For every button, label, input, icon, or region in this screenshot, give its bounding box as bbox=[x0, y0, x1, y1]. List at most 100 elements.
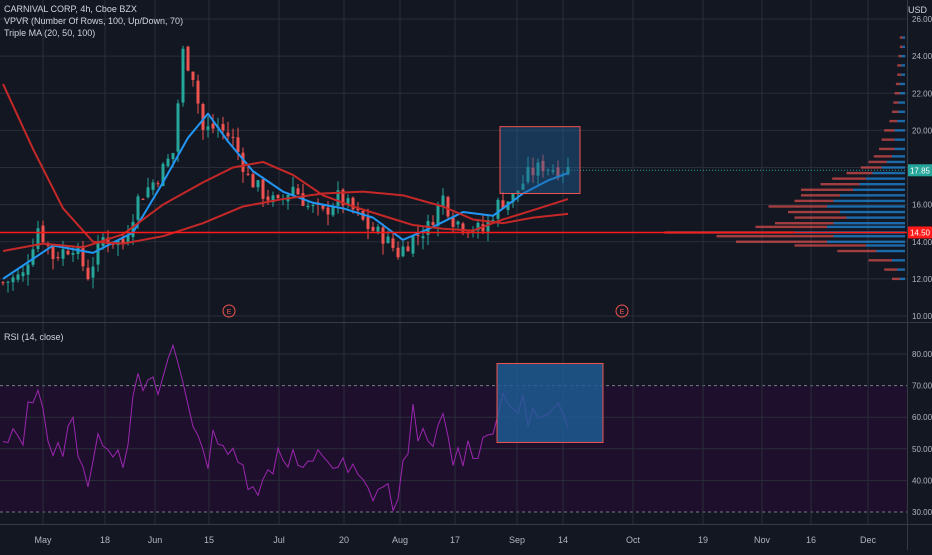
vpvr-bar-down bbox=[794, 199, 834, 203]
current-price-label: 17.85 bbox=[910, 166, 931, 175]
price-axis-tick-label: 24.00 bbox=[912, 52, 932, 61]
candle-down bbox=[141, 198, 145, 200]
candle-down bbox=[296, 188, 300, 195]
current-price-tag bbox=[908, 164, 932, 177]
candle-down bbox=[86, 267, 90, 280]
candle-down bbox=[246, 173, 250, 175]
candle-down bbox=[541, 160, 545, 172]
candle-up bbox=[476, 222, 480, 231]
vpvr-bar-down bbox=[716, 234, 834, 238]
vpvr-bar-down bbox=[892, 277, 900, 281]
candle-up bbox=[11, 277, 15, 283]
candle-up bbox=[411, 236, 415, 254]
candle-up bbox=[71, 253, 75, 255]
vpvr-bar-up bbox=[866, 244, 905, 247]
candle-up bbox=[6, 281, 10, 283]
candle-down bbox=[406, 246, 410, 252]
earnings-marker[interactable] bbox=[222, 304, 236, 318]
candle-up bbox=[36, 228, 40, 250]
candle-down bbox=[221, 123, 225, 131]
candle-up bbox=[21, 272, 25, 277]
vpvr-bar-up bbox=[853, 188, 905, 191]
vpvr-bar-down bbox=[873, 155, 892, 158]
vpvr-bar-down bbox=[820, 183, 860, 186]
rsi-line[interactable] bbox=[2, 343, 569, 513]
earnings-marker-label: E bbox=[620, 309, 625, 316]
vpvr-bar-up bbox=[827, 240, 905, 243]
vpvr-bar-down bbox=[868, 259, 892, 262]
candle-down bbox=[371, 226, 375, 231]
vpvr-bar-down bbox=[899, 36, 903, 39]
price-axis-tick-label: 26.00 bbox=[912, 15, 932, 24]
price-axis-tick-label: 16.00 bbox=[912, 201, 932, 210]
vpvr-bar-down bbox=[892, 110, 899, 114]
candle-up bbox=[96, 243, 100, 265]
candle-up bbox=[511, 193, 515, 203]
vpvr-bar-up bbox=[901, 64, 905, 67]
candle-down bbox=[556, 167, 560, 178]
price-annotation-box[interactable] bbox=[499, 126, 581, 194]
rsi-indicator-label[interactable]: RSI (14, close) bbox=[4, 332, 64, 342]
vpvr-bar-down bbox=[881, 138, 895, 141]
vpvr-bar-up bbox=[899, 277, 905, 281]
vpvr-bar-down bbox=[860, 166, 882, 169]
rsi-axis-tick-label: 50.00 bbox=[912, 445, 932, 454]
vpvr-bar-up bbox=[899, 82, 905, 86]
candle-up bbox=[426, 221, 430, 235]
time-axis-tick-label: Dec bbox=[860, 535, 877, 545]
rsi-axis-tick-label: 40.00 bbox=[912, 476, 932, 485]
candle-down bbox=[391, 238, 395, 248]
vpvr-bar-down bbox=[801, 188, 853, 191]
triple-ma-indicator-label[interactable]: Triple MA (20, 50, 100) bbox=[4, 28, 96, 38]
candle-up bbox=[176, 103, 180, 152]
candle-up bbox=[526, 167, 530, 182]
vpvr-bar-down bbox=[846, 171, 873, 175]
candle-up bbox=[166, 158, 170, 167]
candle-down bbox=[226, 132, 230, 137]
rsi-annotation-box[interactable] bbox=[496, 362, 604, 443]
price-axis-tick-label: 20.00 bbox=[912, 126, 932, 135]
vpvr-bar-up bbox=[899, 92, 905, 95]
time-axis-tick-label: 17 bbox=[450, 535, 460, 545]
candle-up bbox=[521, 183, 525, 190]
moving-average-line[interactable] bbox=[2, 160, 569, 253]
earnings-marker[interactable] bbox=[615, 304, 629, 318]
time-axis-tick-label: 16 bbox=[806, 535, 816, 545]
candle-down bbox=[251, 173, 255, 188]
time-axis-tick-label: Oct bbox=[626, 535, 641, 545]
vpvr-bar-up bbox=[866, 177, 905, 180]
candle-down bbox=[351, 197, 355, 210]
candle-down bbox=[416, 235, 420, 237]
vpvr-bar-up bbox=[897, 119, 905, 123]
vpvr-indicator-label[interactable]: VPVR (Number Of Rows, 100, Up/Down, 70) bbox=[4, 16, 184, 26]
time-axis-tick-label: 18 bbox=[100, 535, 110, 545]
candle-up bbox=[31, 249, 35, 265]
candle-up bbox=[491, 219, 495, 221]
vpvr-bar-up bbox=[901, 54, 905, 58]
moving-average-line[interactable] bbox=[2, 83, 569, 245]
candle-up bbox=[61, 249, 65, 259]
symbol-title[interactable]: CARNIVAL CORP, 4h, Cboe BZX bbox=[4, 4, 137, 14]
candle-down bbox=[156, 183, 160, 185]
vpvr-bar-down bbox=[868, 160, 887, 164]
level-price-label: 14.50 bbox=[910, 228, 931, 237]
candle-up bbox=[551, 170, 555, 172]
candle-down bbox=[231, 136, 235, 138]
vpvr-bar-down bbox=[894, 92, 900, 95]
candle-down bbox=[56, 256, 60, 259]
vpvr-bar-up bbox=[840, 194, 905, 197]
rsi-axis-tick-label: 80.00 bbox=[912, 350, 932, 359]
candle-up bbox=[16, 274, 20, 280]
time-axis-tick-label: Jun bbox=[148, 535, 163, 545]
rsi-axis-tick-label: 60.00 bbox=[912, 413, 932, 422]
candle-down bbox=[356, 207, 360, 211]
candle-down bbox=[451, 217, 455, 227]
candle-up bbox=[346, 198, 350, 205]
candle-up bbox=[441, 195, 445, 207]
vpvr-bar-up bbox=[859, 183, 905, 186]
candle-down bbox=[191, 71, 195, 80]
vpvr-bar-up bbox=[833, 199, 905, 203]
candle-up bbox=[376, 226, 380, 232]
